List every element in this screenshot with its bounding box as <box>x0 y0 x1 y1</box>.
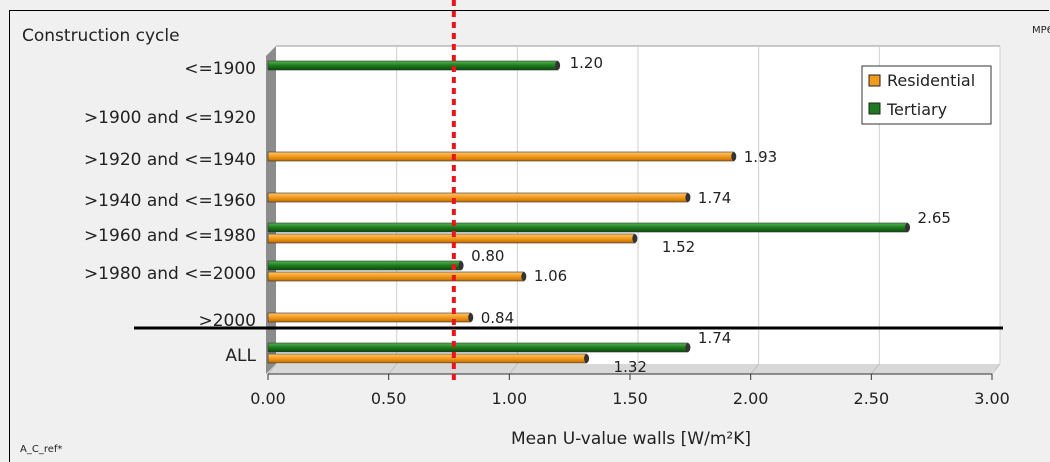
floor-gridline <box>991 363 1001 375</box>
tertiary-bar <box>267 342 691 353</box>
category-label: >1940 and <=1960 <box>84 191 256 211</box>
category-label: >1960 and <=1980 <box>84 226 256 246</box>
floor-gridline <box>870 363 880 375</box>
floor-gridline <box>508 363 518 375</box>
category-label: >1900 and <=1920 <box>84 108 256 128</box>
residential-bar <box>267 271 527 282</box>
category-label: <=1900 <box>184 59 256 79</box>
residential-value-label: 1.93 <box>744 148 777 166</box>
residential-value-label: 0.84 <box>481 309 514 327</box>
category-label: >1920 and <=1940 <box>84 150 256 170</box>
tertiary-value-label: 2.65 <box>918 209 951 227</box>
residential-value-label: 1.06 <box>534 267 567 285</box>
legend-residential-label: Residential <box>887 71 975 90</box>
footer-label: A_C_ref* <box>20 444 62 455</box>
residential-bar <box>267 353 590 364</box>
floor-gridline <box>267 363 277 375</box>
legend-residential-swatch <box>868 74 881 87</box>
residential-bar <box>267 192 691 203</box>
residential-bar <box>267 151 737 162</box>
residential-bar <box>267 233 638 244</box>
plot-side-wall <box>266 46 276 374</box>
x-tick-label: 2.00 <box>733 389 769 408</box>
tertiary-bar <box>267 260 464 271</box>
plot-floor <box>266 364 1000 374</box>
x-tick-label: 1.00 <box>492 389 528 408</box>
x-axis-ticks: 0.00 0.50 1.00 1.50 2.00 2.50 3.00 <box>250 373 1010 408</box>
legend-tertiary-label: Tertiary <box>886 100 947 119</box>
y-axis-title: Construction cycle <box>22 26 180 46</box>
floor-gridline <box>629 363 639 375</box>
floor-gridline <box>388 363 398 375</box>
x-tick-label: 0.50 <box>371 389 407 408</box>
category-labels: <=1900 >1900 and <=1920 >1920 and <=1940 >1… <box>84 59 257 366</box>
category-label: >1980 and <=2000 <box>84 264 256 284</box>
x-tick-label: 2.50 <box>854 389 890 408</box>
x-tick-label: 0.00 <box>250 389 286 408</box>
category-label: >2000 <box>198 311 256 331</box>
tertiary-value-label: 1.74 <box>698 329 731 347</box>
x-axis-title: Mean U-value walls [W/m²K] <box>511 429 751 449</box>
x-tick-label: 1.50 <box>612 389 648 408</box>
legend: Residential Tertiary <box>861 65 992 125</box>
bars: 1.20 1.93 1.74 2.65 1.52 0.80 1.06 0.84 1.74 1.32 <box>267 54 951 376</box>
category-label: ALL <box>225 346 256 366</box>
residential-value-label: 1.52 <box>662 238 695 256</box>
residential-value-label: 1.32 <box>614 358 647 376</box>
residential-value-label: 1.74 <box>698 189 731 207</box>
floor-gridline <box>750 363 760 375</box>
x-tick-label: 3.00 <box>974 389 1010 408</box>
tertiary-bar <box>267 60 561 71</box>
legend-tertiary-swatch <box>868 102 881 115</box>
tertiary-value-label: 1.20 <box>570 54 603 72</box>
tertiary-bar <box>267 222 911 233</box>
corner-label: MP6 qr <box>1032 25 1050 36</box>
tertiary-value-label: 0.80 <box>471 247 504 265</box>
residential-bar <box>267 312 474 323</box>
